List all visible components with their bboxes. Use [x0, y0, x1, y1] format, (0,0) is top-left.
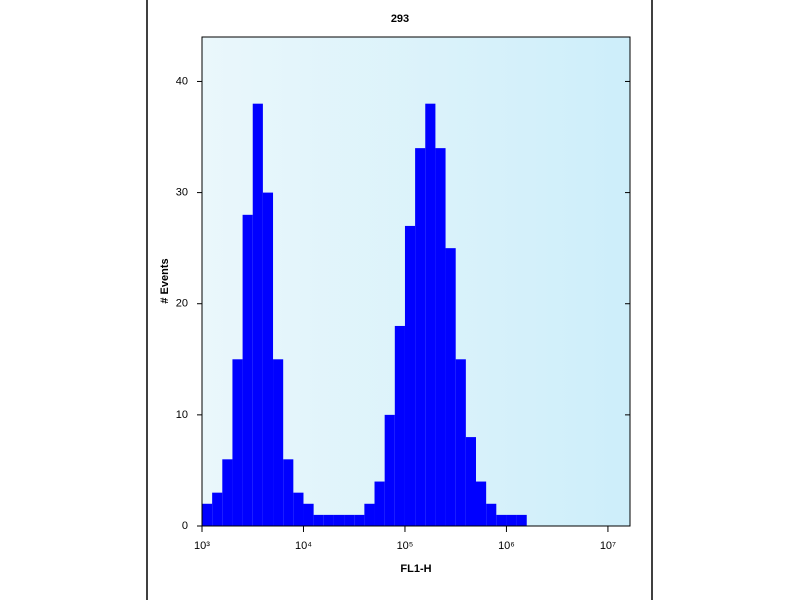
bar — [262, 192, 274, 526]
bar — [273, 359, 284, 526]
y-tick-label: 20 — [176, 298, 188, 310]
bar — [364, 503, 375, 526]
y-tick-label: 30 — [176, 186, 188, 198]
x-tick-label: 10⁵ — [397, 540, 414, 552]
y-tick-label: 0 — [182, 520, 188, 532]
bar — [333, 514, 345, 526]
chart-title: 293 — [391, 13, 409, 25]
bar — [242, 214, 253, 526]
x-tick-label: 10⁶ — [498, 540, 515, 552]
bar — [323, 514, 334, 526]
x-axis-label: FL1-H — [400, 563, 431, 575]
bar — [202, 503, 213, 526]
y-axis-label: # Events — [159, 258, 171, 303]
bar — [303, 503, 314, 526]
bar — [486, 503, 497, 526]
bar — [384, 414, 395, 526]
y-tick-label: 40 — [176, 75, 188, 87]
x-tick-label: 10⁷ — [600, 540, 616, 552]
bar — [465, 437, 477, 526]
bar — [232, 359, 243, 526]
bar — [476, 481, 487, 526]
bar — [435, 148, 446, 527]
bar — [222, 459, 233, 526]
plot-frame — [201, 36, 631, 527]
bar — [425, 103, 436, 526]
bar — [394, 325, 405, 526]
bar — [496, 514, 507, 526]
bar — [374, 481, 385, 526]
bar — [293, 492, 304, 526]
x-tick-label: 10³ — [194, 540, 210, 552]
bar — [354, 514, 365, 526]
bar — [516, 514, 527, 526]
bar — [212, 492, 223, 526]
bar — [404, 225, 416, 526]
bar — [415, 148, 426, 527]
bar — [506, 514, 517, 526]
bar — [283, 459, 294, 526]
bar — [344, 514, 355, 526]
bar — [445, 248, 456, 526]
bar — [313, 514, 324, 526]
bar — [455, 359, 466, 526]
bar — [252, 103, 263, 526]
y-tick-label: 10 — [176, 409, 188, 421]
x-tick-label: 10⁴ — [295, 540, 312, 552]
